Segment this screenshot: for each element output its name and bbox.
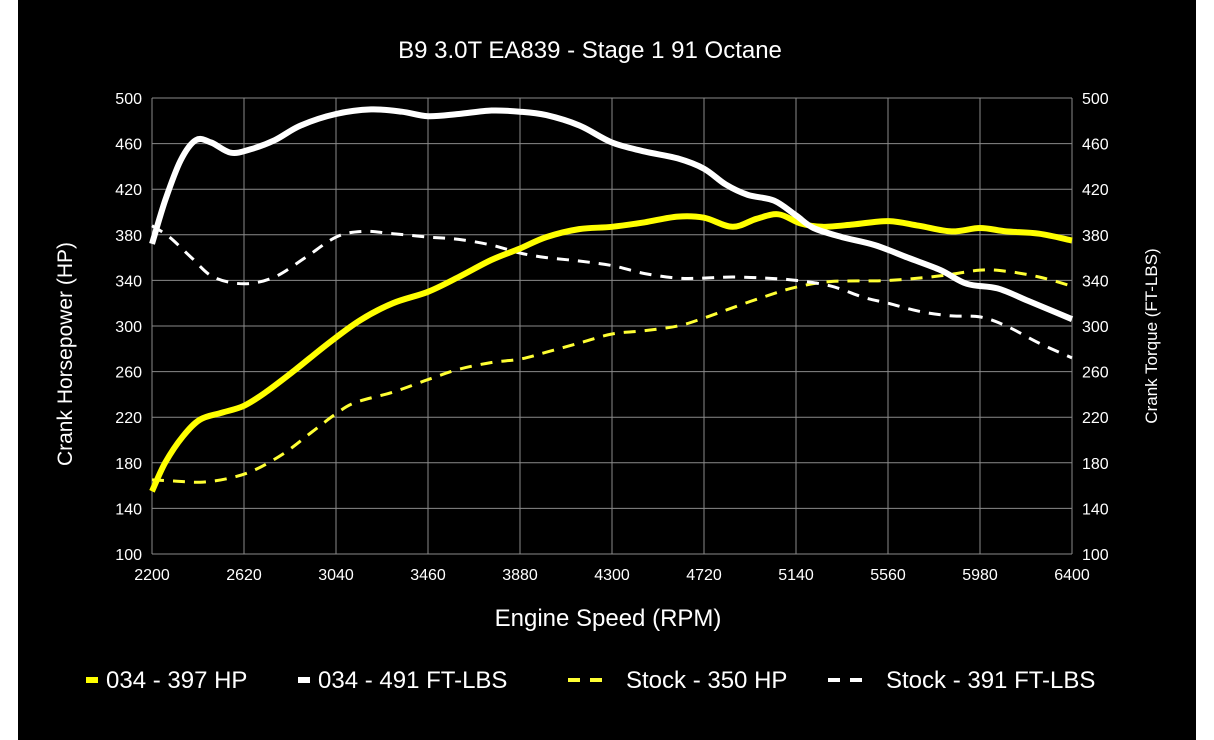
legend-item-4: Stock - 391 FT-LBS: [828, 667, 1095, 694]
y-tick-label: 340: [115, 273, 142, 290]
chart-panel: [18, 0, 1196, 740]
y2-tick-label: 460: [1082, 137, 1109, 154]
series-line-2: [149, 106, 1074, 322]
y2-tick-label: 420: [1082, 182, 1109, 199]
legend-label: Stock - 391 FT-LBS: [886, 667, 1095, 694]
y2-tick-label: 180: [1082, 456, 1109, 473]
y2-tick-label: 100: [1082, 547, 1109, 564]
x-tick-label: 4300: [594, 567, 630, 584]
series-line-1: [149, 211, 1073, 493]
legend-label: 034 - 491 FT-LBS: [318, 667, 507, 694]
y-tick-label: 180: [115, 456, 142, 473]
y-tick-label: 380: [115, 228, 142, 245]
legend-item-3: Stock - 350 HP: [568, 667, 787, 694]
y-axis-title: Crank Horsepower (HP): [54, 242, 77, 466]
y2-axis-title: Crank Torque (FT-LBS): [1142, 248, 1161, 423]
x-tick-label: 2200: [134, 567, 170, 584]
y2-tick-label: 260: [1082, 365, 1109, 382]
axes: 100 100 140 140 180 180 220 220 260 260 300 300 340 3…: [115, 91, 1109, 584]
y-tick-label: 100: [115, 547, 142, 564]
legend-label: 034 - 397 HP: [106, 667, 247, 694]
x-tick-label: 5140: [778, 567, 814, 584]
y-tick-label: 220: [115, 410, 142, 427]
y2-tick-label: 500: [1082, 91, 1109, 108]
y-tick-label: 500: [115, 91, 142, 108]
y-tick-label: 300: [115, 319, 142, 336]
x-tick-label: 3460: [410, 567, 446, 584]
y2-tick-label: 380: [1082, 228, 1109, 245]
y2-tick-label: 140: [1082, 501, 1109, 518]
y2-tick-label: 300: [1082, 319, 1109, 336]
x-tick-label: 4720: [686, 567, 722, 584]
chart-title: B9 3.0T EA839 - Stage 1 91 Octane: [398, 37, 782, 64]
x-axis-title: Engine Speed (RPM): [495, 605, 722, 632]
legend-item-2: 034 - 491 FT-LBS: [298, 667, 507, 694]
x-tick-label: 5560: [870, 567, 906, 584]
x-tick-label: 3880: [502, 567, 538, 584]
x-tick-label: 3040: [318, 567, 354, 584]
legend-item-1: 034 - 397 HP: [86, 667, 247, 694]
y-tick-label: 260: [115, 365, 142, 382]
grid: [151, 97, 1073, 555]
legend: 034 - 397 HP 034 - 491 FT-LBS Stock - 350 …: [86, 667, 1095, 694]
y-tick-label: 420: [115, 182, 142, 199]
y2-tick-label: 220: [1082, 410, 1109, 427]
x-tick-label: 5980: [962, 567, 998, 584]
legend-label: Stock - 350 HP: [626, 667, 787, 694]
y-tick-label: 460: [115, 137, 142, 154]
x-tick-label: 2620: [226, 567, 262, 584]
y2-tick-label: 340: [1082, 273, 1109, 290]
series-line-3: [151, 268, 1073, 484]
series-line-4: [151, 224, 1073, 360]
series-lines: [149, 106, 1074, 493]
y-tick-label: 140: [115, 501, 142, 518]
x-tick-label: 6400: [1054, 567, 1090, 584]
